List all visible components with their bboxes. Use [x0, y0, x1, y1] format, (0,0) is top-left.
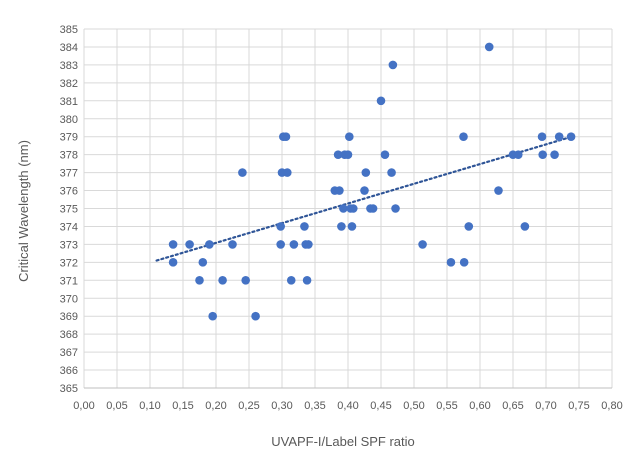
data-point	[361, 168, 371, 177]
x-tick-label: 0,55	[436, 400, 457, 412]
data-point	[289, 240, 299, 249]
data-point	[376, 96, 386, 106]
x-tick-label: 0,65	[502, 400, 523, 412]
data-point	[550, 150, 559, 159]
data-point	[302, 276, 312, 285]
x-tick-label: 0,80	[601, 400, 622, 412]
y-tick-label: 376	[60, 186, 78, 198]
x-tick-label: 0,00	[73, 400, 94, 412]
x-tick-label: 0,20	[205, 400, 226, 412]
data-point	[185, 240, 194, 249]
y-tick-label: 373	[60, 239, 78, 251]
y-tick-label: 366	[60, 365, 78, 377]
y-axis-title: Critical Wavelength (nm)	[16, 140, 31, 282]
x-tick-label: 0,15	[172, 400, 193, 412]
data-point	[566, 132, 576, 141]
y-tick-label: 378	[60, 150, 78, 162]
y-tick-label: 382	[60, 78, 78, 90]
y-tick-labels: 365 366 367 368 369 370 371 372 373 374 375 376 377 3…	[60, 24, 78, 395]
data-points	[168, 42, 576, 321]
data-point	[387, 168, 396, 177]
data-point	[205, 240, 214, 249]
x-tick-label: 0,60	[469, 400, 490, 412]
y-tick-label: 371	[60, 275, 78, 287]
data-point	[300, 222, 309, 231]
data-point	[538, 150, 547, 159]
data-point	[218, 276, 227, 285]
data-point	[343, 150, 353, 159]
data-point	[198, 258, 208, 267]
data-point	[554, 132, 564, 141]
data-point	[494, 186, 503, 195]
y-tick-label: 384	[60, 42, 78, 54]
x-tick-label: 0,35	[304, 400, 325, 412]
y-tick-label: 375	[60, 204, 78, 216]
y-tick-label: 369	[60, 311, 78, 323]
data-point	[276, 222, 285, 231]
data-point	[388, 60, 398, 70]
y-tick-label: 379	[60, 132, 78, 144]
x-tick-label: 0,40	[337, 400, 358, 412]
trendline	[155, 137, 567, 262]
data-point	[520, 222, 530, 231]
x-tick-labels: 0,00 0,05 0,10 0,15 0,20 0,25 0,30 0,35 0,40 0,45…	[73, 400, 622, 412]
y-tick-label: 370	[60, 293, 78, 305]
data-point	[345, 132, 354, 141]
data-point	[513, 150, 523, 159]
data-point	[168, 240, 178, 249]
data-point	[360, 186, 369, 195]
data-point	[251, 311, 260, 321]
data-point	[380, 150, 390, 159]
x-axis-title: UVAPF-I/Label SPF ratio	[271, 434, 415, 449]
y-tick-label: 380	[60, 114, 78, 126]
data-point	[238, 168, 247, 177]
y-tick-label: 383	[60, 60, 78, 72]
data-point	[335, 186, 344, 195]
data-point	[446, 258, 456, 267]
data-point	[286, 276, 296, 285]
x-tick-label: 0,10	[139, 400, 160, 412]
y-tick-label: 368	[60, 329, 78, 341]
data-point	[391, 204, 400, 213]
data-point	[333, 150, 343, 159]
data-point	[347, 222, 357, 231]
x-tick-label: 0,50	[403, 400, 424, 412]
data-point	[168, 258, 178, 267]
data-point	[282, 168, 292, 177]
x-tick-label: 0,75	[568, 400, 589, 412]
trendline-layer	[155, 137, 567, 262]
data-point	[281, 132, 291, 141]
data-point	[337, 222, 346, 231]
x-tick-label: 0,45	[370, 400, 391, 412]
x-tick-label: 0,25	[238, 400, 259, 412]
data-point	[418, 240, 427, 249]
data-point	[368, 204, 378, 213]
y-tick-label: 367	[60, 347, 78, 359]
y-tick-label: 372	[60, 257, 78, 269]
y-tick-label: 385	[60, 24, 78, 36]
y-tick-label: 374	[60, 221, 78, 233]
data-point	[339, 204, 348, 213]
data-point	[195, 276, 204, 285]
y-tick-label: 381	[60, 96, 78, 108]
x-tick-label: 0,30	[271, 400, 292, 412]
y-tick-label: 365	[60, 383, 78, 395]
data-point	[459, 258, 469, 267]
data-point	[464, 222, 474, 231]
data-point	[459, 132, 468, 141]
x-tick-label: 0,05	[106, 400, 127, 412]
y-tick-label: 377	[60, 168, 78, 180]
data-point	[228, 240, 237, 249]
data-point	[304, 240, 313, 249]
data-point	[348, 204, 358, 213]
data-point	[537, 132, 547, 141]
data-point	[484, 42, 494, 52]
data-point	[276, 240, 285, 249]
x-tick-label: 0,70	[535, 400, 556, 412]
data-point	[241, 276, 250, 285]
data-point	[208, 311, 217, 321]
